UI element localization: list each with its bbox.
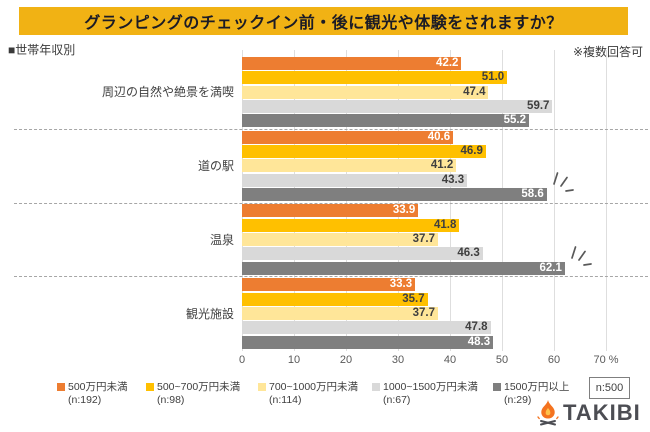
bar: 35.7	[242, 292, 428, 306]
legend-item: 700~1000万円未満 (n:114)	[258, 381, 358, 407]
legend-n: (n:98)	[157, 394, 185, 406]
sample-size-text: n:500	[595, 382, 624, 394]
breakdown-label: ■世帯年収別	[8, 43, 76, 57]
legend-label: 500~700万円未満	[157, 381, 241, 393]
gridline	[606, 50, 607, 351]
multiple-answer-note: ※複数回答可	[572, 45, 643, 59]
legend-n: (n:114)	[269, 394, 302, 406]
x-tick-label: 30	[391, 354, 405, 366]
chart-area: 周辺の自然や絶景を満喫 42.2 51.0 47.4 59.7 55.2 道の駅 40.6 46…	[0, 50, 650, 351]
page-title: グランピングのチェックイン前・後に観光や体験をされますか？	[84, 15, 563, 32]
bar-value-label: 58.6	[521, 188, 544, 200]
bar: 59.7	[242, 99, 553, 113]
x-tick-label: 50	[495, 354, 509, 366]
bar: 33.9	[242, 204, 419, 218]
legend-item: 1000~1500万円未満 (n:67)	[372, 381, 478, 407]
emphasis-marks-icon	[569, 245, 594, 267]
x-tick-label: 60	[547, 354, 561, 366]
bar-value-label: 41.8	[433, 218, 457, 231]
legend-item: 500~700万円未満 (n:98)	[146, 381, 240, 407]
bar: 41.8	[242, 218, 460, 232]
bar-value-label: 46.9	[460, 144, 483, 157]
logo-text: TAKIBI	[563, 400, 641, 425]
bar: 46.3	[242, 247, 483, 261]
bar: 62.1	[242, 261, 565, 275]
emphasis-marks-icon	[551, 171, 576, 193]
group-separator	[14, 276, 648, 278]
gridline	[554, 50, 555, 351]
legend-label: 1000~1500万円未満	[383, 381, 478, 393]
title-bar: グランピングのチェックイン前・後に観光や体験をされますか？	[19, 7, 628, 35]
legend-item: 500万円未満 (n:192)	[57, 381, 128, 407]
bar-value-label: 33.9	[392, 204, 416, 217]
x-tick-label: 70 %	[593, 354, 619, 366]
bar-value-label: 55.2	[503, 114, 527, 127]
bar-value-label: 62.1	[539, 261, 562, 274]
legend-label: 1500万円以上	[504, 381, 570, 393]
category-label: 温泉	[209, 232, 234, 247]
category-label: 観光施設	[185, 306, 234, 321]
bar: 37.7	[242, 306, 439, 320]
bar-value-label: 41.2	[430, 159, 454, 172]
x-tick-label: 40	[443, 354, 457, 366]
legend-item: 1500万円以上 (n:29)	[493, 381, 569, 407]
campfire-flame-icon	[537, 400, 559, 426]
takibi-logo: TAKIBI	[536, 399, 641, 426]
bar: 48.3	[242, 335, 494, 349]
bar-value-label: 40.6	[427, 130, 451, 143]
bar-value-label: 47.4	[463, 85, 486, 98]
bar-value-label: 43.3	[441, 173, 465, 186]
legend-swatch	[493, 382, 501, 391]
legend-swatch	[146, 382, 154, 391]
bar: 42.2	[242, 56, 462, 70]
bar: 58.6	[242, 188, 547, 201]
legend-n: (n:192)	[68, 394, 102, 406]
bar: 47.4	[242, 85, 489, 99]
bar: 51.0	[242, 71, 508, 85]
legend-swatch	[258, 382, 266, 391]
bar-value-label: 33.3	[389, 278, 413, 291]
bar: 37.7	[242, 233, 439, 247]
bar-value-label: 51.0	[481, 71, 505, 84]
bar-value-label: 59.7	[527, 99, 550, 112]
x-tick-label: 0	[238, 354, 246, 366]
legend-swatch	[372, 382, 380, 391]
bar-value-label: 37.7	[412, 233, 436, 246]
bar: 43.3	[242, 173, 468, 187]
bar-value-label: 37.7	[412, 306, 436, 319]
bar-value-label: 46.3	[457, 247, 480, 260]
category-label: 道の駅	[197, 159, 234, 174]
x-tick-label: 20	[339, 354, 353, 366]
bar: 47.8	[242, 321, 491, 335]
bar: 46.9	[242, 144, 486, 158]
bar-value-label: 48.3	[467, 335, 491, 348]
bar-value-label: 42.2	[436, 56, 459, 69]
bar: 41.2	[242, 159, 457, 173]
bar-value-label: 47.8	[465, 321, 488, 334]
legend-label: 700~1000万円未満	[269, 381, 359, 393]
legend-n: (n:67)	[383, 394, 411, 406]
bar: 33.3	[242, 278, 416, 292]
group-separator	[14, 128, 648, 130]
legend-label: 500万円未満	[68, 381, 128, 393]
x-tick-label: 10	[287, 354, 301, 366]
category-label: 周辺の自然や絶景を満喫	[101, 85, 234, 100]
sample-size-box: n:500	[589, 377, 630, 399]
bar-value-label: 35.7	[402, 292, 425, 305]
bar: 40.6	[242, 130, 454, 144]
legend-swatch	[57, 382, 65, 391]
group-separator	[14, 202, 648, 204]
bar: 55.2	[242, 114, 530, 128]
legend-n: (n:29)	[504, 394, 532, 406]
x-axis: 0 10 20 30 40 50 60 70 %	[0, 354, 650, 368]
